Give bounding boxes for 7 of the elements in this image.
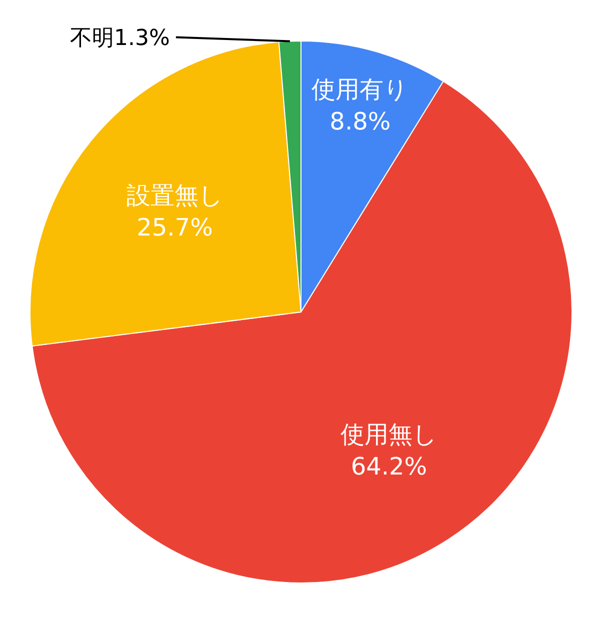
data-label: 64.2% <box>350 452 428 481</box>
slice-label: 使用無し <box>340 420 438 449</box>
slice-label: 設置無し <box>126 182 224 210</box>
data-label: 8.8% <box>330 107 391 136</box>
slice-label: 不明1.3% <box>70 26 170 51</box>
slice-label: 使用有り <box>312 75 409 104</box>
data-label: 25.7% <box>136 214 213 242</box>
